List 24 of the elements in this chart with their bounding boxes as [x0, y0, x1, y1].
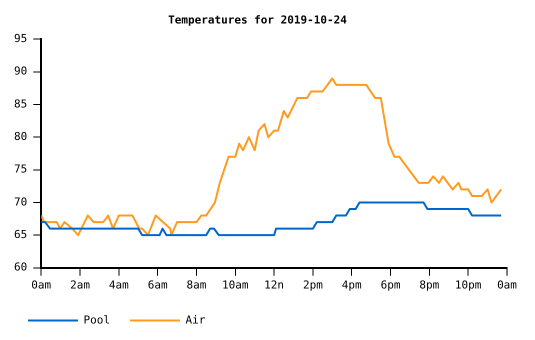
x-tick-label: 4am	[108, 278, 130, 292]
y-tick-label: 95	[14, 32, 28, 46]
legend-label: Air	[185, 313, 206, 326]
y-tick-label: 70	[14, 195, 28, 208]
x-tick-label: 10pm	[454, 278, 482, 292]
chart-title: Temperatures for 2019-10-24	[168, 13, 348, 26]
x-tick-label: 2am	[70, 278, 90, 292]
x-tick-label: 12n	[264, 278, 284, 292]
x-tick-label: 6pm	[380, 278, 401, 292]
y-tick-label: 85	[14, 97, 28, 110]
x-tick-label: 2pm	[303, 278, 324, 292]
y-tick-label: 65	[14, 228, 28, 241]
legend-label: Pool	[84, 313, 110, 326]
x-tick-label: 8pm	[419, 278, 440, 292]
y-tick-label: 75	[14, 162, 28, 176]
x-tick-label: 0am	[31, 278, 52, 292]
x-tick-label: 4pm	[342, 278, 362, 292]
y-tick-label: 80	[14, 130, 28, 144]
y-tick-label: 60	[14, 260, 28, 274]
x-tick-label: 6am	[148, 278, 168, 292]
y-tick-label: 90	[14, 64, 28, 78]
x-tick-label: 0am	[497, 278, 518, 292]
x-tick-label: 10am	[222, 278, 249, 292]
x-tick-label: 8am	[186, 278, 207, 292]
